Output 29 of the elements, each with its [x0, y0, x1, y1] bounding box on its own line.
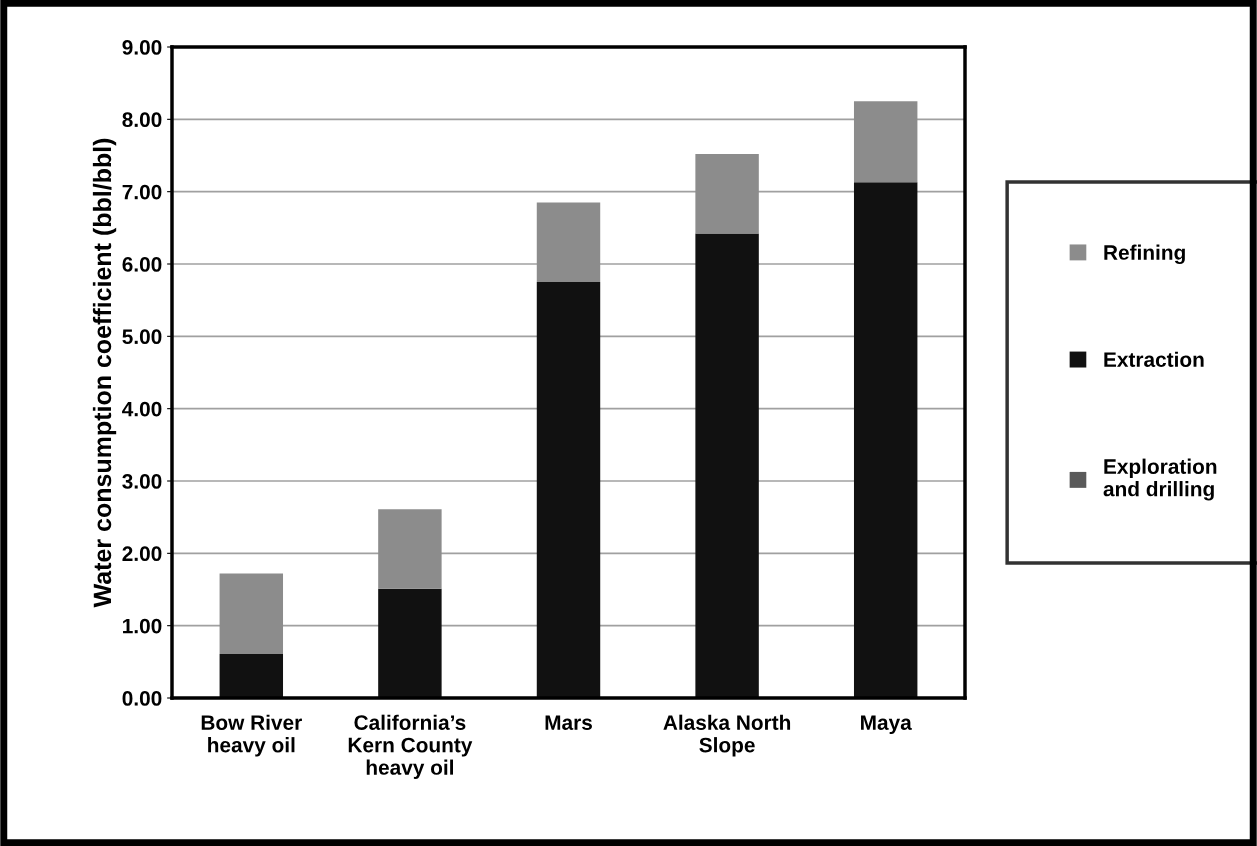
bar: [536, 202, 601, 283]
bar: [219, 573, 284, 654]
x-tick-label: Mars: [545, 715, 592, 730]
y-tick-label: 3.00: [122, 474, 162, 489]
bar: [219, 653, 284, 698]
legend-label: Exploration and drilling: [1103, 458, 1217, 501]
bar: [695, 233, 759, 698]
y-tick-label: 6.00: [122, 257, 162, 272]
y-tick-label: 7.00: [122, 184, 162, 200]
bar: [853, 101, 918, 183]
bar: [536, 282, 601, 698]
y-tick-label: 8.00: [122, 112, 162, 128]
x-tick-label: Alaska North Slope: [663, 714, 791, 757]
y-tick-label: 2.00: [122, 546, 162, 562]
y-tick-label: 1.00: [123, 618, 162, 634]
legend-label: Extraction: [1104, 351, 1204, 367]
y-tick-label: 0.00: [122, 691, 162, 706]
bar: [378, 509, 442, 589]
bar: [378, 588, 442, 698]
y-tick-label: 5.00: [122, 329, 162, 345]
x-tick-label: Bow River heavy oil: [201, 714, 302, 757]
y-tick-label: 9.00: [122, 40, 162, 55]
y-axis-title: Water consumption coefficient (bbl/bbl): [92, 138, 117, 608]
x-tick-label: California’s Kern County heavy oil: [348, 714, 473, 779]
y-tick-label: 4.00: [122, 401, 162, 417]
bar: [853, 182, 918, 698]
legend-label: Refining: [1104, 244, 1185, 265]
x-tick-label: Maya: [861, 715, 912, 735]
bar: [695, 154, 759, 234]
